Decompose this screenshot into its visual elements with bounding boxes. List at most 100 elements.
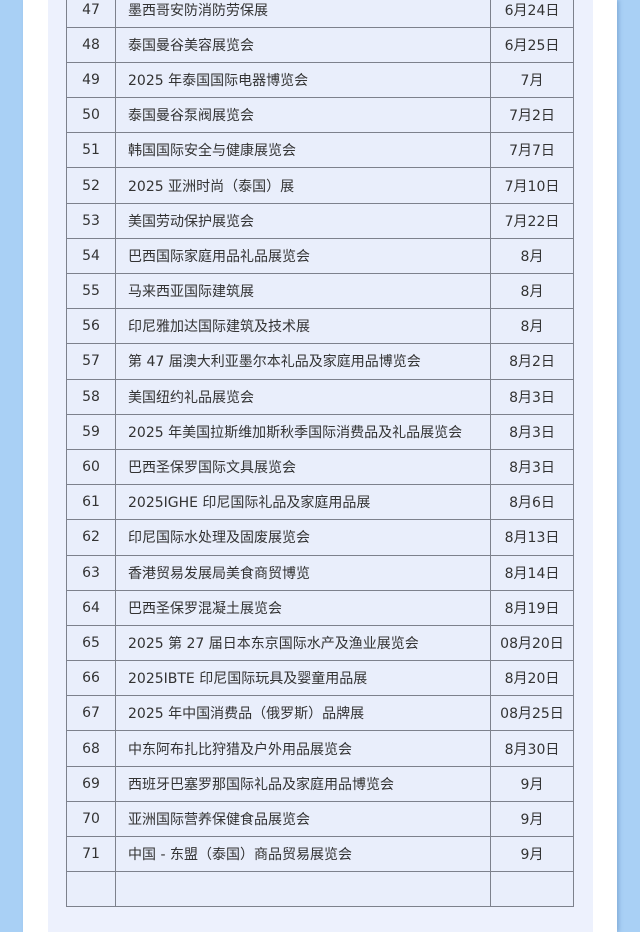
exhibition-name: 2025IBTE 印尼国际玩具及婴童用品展 [115,660,491,697]
row-number: 66 [66,660,116,697]
exhibition-date: 8月6日 [490,484,574,521]
row-number: 55 [66,272,116,310]
exhibition-date: 8月 [490,237,574,275]
exhibition-date: 8月19日 [490,589,574,626]
row-number: 52 [66,167,116,204]
row-number: 61 [66,484,116,521]
exhibition-name: 2025 年中国消费品（俄罗斯）品牌展 [115,695,491,732]
table-row-partial [66,871,574,908]
exhibition-date: 8月3日 [490,378,574,415]
row-number: 54 [66,237,116,275]
table-row: 47 墨西哥安防消防劳保展 6月24日 [66,0,574,28]
row-number: 50 [66,97,116,134]
table-row: 71 中国 - 东盟（泰国）商品贸易展览会 9月 [66,835,574,873]
exhibition-date: 8月30日 [490,730,574,767]
table-row: 57 第 47 届澳大利亚墨尔本礼品及家庭用品博览会 8月2日 [66,343,574,380]
table-row: 68 中东阿布扎比狩猎及户外用品展览会 8月30日 [66,730,574,767]
exhibition-name: 美国劳动保护展览会 [115,202,491,239]
table-row: 64 巴西圣保罗混凝土展览会 8月19日 [66,589,574,626]
exhibition-name: 印尼国际水处理及固废展览会 [115,519,491,556]
exhibition-date: 9月 [490,800,574,838]
exhibition-name: 2025 亚洲时尚（泰国）展 [115,167,491,204]
row-number: 62 [66,519,116,556]
exhibition-date: 8月14日 [490,554,574,591]
exhibition-name: 马来西亚国际建筑展 [115,272,491,310]
exhibition-name: 第 47 届澳大利亚墨尔本礼品及家庭用品博览会 [115,343,491,380]
table-row: 60 巴西圣保罗国际文具展览会 8月3日 [66,448,574,486]
row-number: 63 [66,554,116,591]
exhibition-date: 8月 [490,308,574,345]
exhibition-date: 9月 [490,765,574,802]
row-number: 58 [66,378,116,415]
row-number: 59 [66,413,116,450]
table-row: 70 亚洲国际营养保健食品展览会 9月 [66,800,574,838]
row-number: 57 [66,343,116,380]
exhibition-name: 亚洲国际营养保健食品展览会 [115,800,491,838]
exhibition-name: 印尼雅加达国际建筑及技术展 [115,308,491,345]
row-number: 47 [66,0,116,28]
table-row: 56 印尼雅加达国际建筑及技术展 8月 [66,308,574,345]
exhibition-date: 7月10日 [490,167,574,204]
exhibition-name: 韩国国际安全与健康展览会 [115,132,491,169]
exhibition-name: 2025IGHE 印尼国际礼品及家庭用品展 [115,484,491,521]
table-row: 63 香港贸易发展局美食商贸博览 8月14日 [66,554,574,591]
exhibition-name: 西班牙巴塞罗那国际礼品及家庭用品博览会 [115,765,491,802]
table-row: 58 美国纽约礼品展览会 8月3日 [66,378,574,415]
row-number: 51 [66,132,116,169]
row-number: 49 [66,61,116,99]
row-number: 69 [66,765,116,802]
row-number: 68 [66,730,116,767]
exhibition-date: 7月7日 [490,132,574,169]
table-row: 52 2025 亚洲时尚（泰国）展 7月10日 [66,167,574,204]
exhibition-name: 泰国曼谷美容展览会 [115,26,491,63]
exhibition-date: 8月13日 [490,519,574,556]
table-row: 59 2025 年美国拉斯维加斯秋季国际消费品及礼品展览会 8月3日 [66,413,574,450]
exhibition-date: 7月2日 [490,97,574,134]
table-row: 50 泰国曼谷泵阀展览会 7月2日 [66,97,574,134]
row-number: 64 [66,589,116,626]
exhibition-date: 6月24日 [490,0,574,28]
table-row: 55 马来西亚国际建筑展 8月 [66,272,574,310]
table-row: 51 韩国国际安全与健康展览会 7月7日 [66,132,574,169]
empty-cell [66,871,116,908]
row-number: 65 [66,624,116,662]
exhibition-name: 巴西国际家庭用品礼品展览会 [115,237,491,275]
row-number: 56 [66,308,116,345]
exhibition-date: 9月 [490,835,574,873]
row-number: 70 [66,800,116,838]
exhibition-name: 巴西圣保罗混凝土展览会 [115,589,491,626]
exhibition-date: 6月25日 [490,26,574,63]
exhibition-date: 8月3日 [490,413,574,450]
exhibition-name: 美国纽约礼品展览会 [115,378,491,415]
exhibition-name: 墨西哥安防消防劳保展 [115,0,491,28]
table-row: 66 2025IBTE 印尼国际玩具及婴童用品展 8月20日 [66,660,574,697]
exhibition-table: 47 墨西哥安防消防劳保展 6月24日 48 泰国曼谷美容展览会 6月25日 49 2025 … [66,0,574,908]
exhibition-date: 8月 [490,272,574,310]
table-row: 48 泰国曼谷美容展览会 6月25日 [66,26,574,63]
row-number: 48 [66,26,116,63]
exhibition-name: 中国 - 东盟（泰国）商品贸易展览会 [115,835,491,873]
table-row: 54 巴西国际家庭用品礼品展览会 8月 [66,237,574,275]
table-row: 61 2025IGHE 印尼国际礼品及家庭用品展 8月6日 [66,484,574,521]
exhibition-name: 中东阿布扎比狩猎及户外用品展览会 [115,730,491,767]
empty-cell [490,871,574,908]
table-row: 69 西班牙巴塞罗那国际礼品及家庭用品博览会 9月 [66,765,574,802]
exhibition-date: 8月20日 [490,660,574,697]
table-row: 67 2025 年中国消费品（俄罗斯）品牌展 08月25日 [66,695,574,732]
table-row: 53 美国劳动保护展览会 7月22日 [66,202,574,239]
exhibition-name: 2025 年美国拉斯维加斯秋季国际消费品及礼品展览会 [115,413,491,450]
exhibition-name: 泰国曼谷泵阀展览会 [115,97,491,134]
empty-cell [115,871,491,908]
exhibition-date: 7月 [490,61,574,99]
row-number: 71 [66,835,116,873]
table-row: 65 2025 第 27 届日本东京国际水产及渔业展览会 08月20日 [66,624,574,662]
exhibition-name: 香港贸易发展局美食商贸博览 [115,554,491,591]
exhibition-date: 8月3日 [490,448,574,486]
exhibition-date: 8月2日 [490,343,574,380]
row-number: 60 [66,448,116,486]
row-number: 67 [66,695,116,732]
exhibition-name: 巴西圣保罗国际文具展览会 [115,448,491,486]
exhibition-name: 2025 年泰国国际电器博览会 [115,61,491,99]
exhibition-date: 08月25日 [490,695,574,732]
exhibition-name: 2025 第 27 届日本东京国际水产及渔业展览会 [115,624,491,662]
